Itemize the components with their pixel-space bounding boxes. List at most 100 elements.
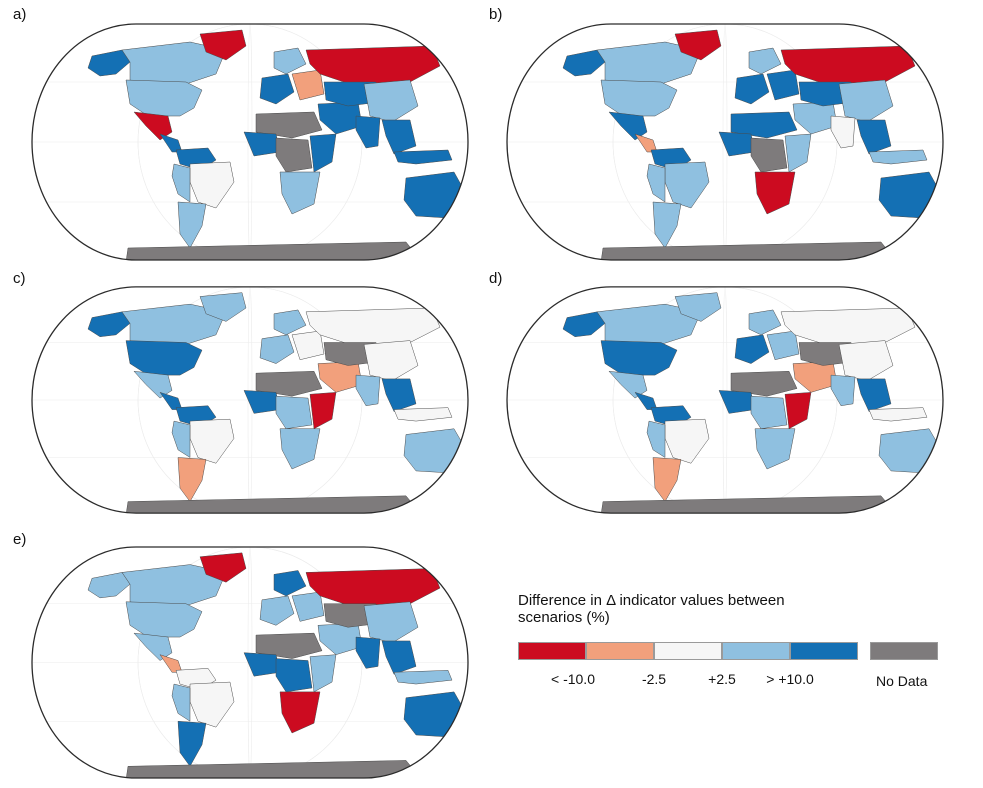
region-nafrica — [730, 371, 798, 397]
legend-nodata-label: No Data — [876, 673, 928, 689]
region-eeurope — [291, 591, 325, 622]
region-safrica — [279, 428, 321, 470]
legend-title: Difference in Δ indicator values between… — [518, 592, 858, 626]
legend-title-line-1: Difference in Δ indicator values between — [518, 592, 785, 609]
region-andes — [171, 420, 191, 458]
region-china — [838, 79, 894, 123]
region-eeurope — [766, 330, 800, 361]
region-usa — [600, 340, 678, 376]
region-weurope — [259, 334, 295, 364]
region-china — [838, 340, 894, 382]
world-map-a — [31, 23, 469, 261]
region-scand — [273, 570, 307, 597]
region-australia — [403, 171, 465, 219]
region-usa — [125, 79, 203, 117]
region-weurope — [734, 73, 770, 105]
region-australia — [878, 428, 940, 474]
region-andes — [171, 683, 191, 722]
region-india — [830, 374, 856, 407]
region-andes — [171, 163, 191, 203]
region-usa — [600, 79, 678, 117]
map-frame — [506, 23, 944, 261]
region-southcone — [177, 201, 207, 249]
panel-label-d: d) — [489, 270, 503, 287]
region-eafrica — [784, 392, 812, 430]
map-frame — [31, 286, 469, 514]
region-indonesia — [393, 407, 453, 422]
region-safrica — [754, 428, 796, 470]
region-andes — [646, 420, 666, 458]
legend-swatch-strong-increase — [790, 642, 858, 660]
world-map-b — [506, 23, 944, 261]
legend-tick-label-2: -2.5 — [641, 671, 667, 687]
region-australia — [403, 428, 465, 474]
region-india — [355, 374, 381, 407]
region-cafrica — [275, 395, 313, 430]
region-nafrica — [255, 371, 323, 397]
panel-label-b: b) — [489, 6, 503, 23]
region-eafrica — [309, 392, 337, 430]
region-china — [363, 340, 419, 382]
region-china — [363, 79, 419, 123]
region-weurope — [259, 595, 295, 626]
map-frame — [506, 286, 944, 514]
region-antarctica — [600, 495, 898, 514]
region-cafrica — [275, 137, 313, 173]
region-eeurope — [766, 69, 800, 101]
legend-swatch-strong-decrease — [518, 642, 586, 660]
region-australia — [403, 691, 465, 738]
map-frame — [31, 546, 469, 779]
region-greenland — [199, 29, 247, 61]
region-weurope — [259, 73, 295, 105]
region-safrica — [754, 171, 796, 215]
region-india — [830, 115, 856, 149]
region-india — [355, 115, 381, 149]
world-map-e — [31, 546, 469, 779]
legend-tick-label-4: > +10.0 — [766, 671, 814, 687]
region-indonesia — [868, 149, 928, 165]
region-nafrica — [255, 632, 323, 659]
region-antarctica — [125, 495, 423, 514]
region-andes — [646, 163, 666, 203]
region-scand — [273, 47, 307, 75]
region-southcone — [652, 457, 682, 503]
legend-swatch-decrease — [586, 642, 654, 660]
legend-tick-label-3: +2.5 — [708, 671, 736, 687]
region-antarctica — [125, 241, 423, 260]
region-cafrica — [275, 658, 313, 693]
region-weurope — [734, 334, 770, 364]
panel-label-c: c) — [13, 270, 26, 287]
region-cafrica — [750, 395, 788, 430]
region-antarctica — [600, 241, 898, 260]
panel-label-a: a) — [13, 6, 27, 23]
region-eeurope — [291, 330, 325, 361]
region-southcone — [177, 457, 207, 503]
region-seasia — [381, 378, 417, 412]
map-legend: Difference in Δ indicator values between… — [518, 592, 958, 702]
region-scand — [273, 309, 307, 336]
region-scand — [748, 47, 782, 75]
legend-swatch-increase — [722, 642, 790, 660]
panel-label-e: e) — [13, 531, 27, 548]
region-safrica — [279, 171, 321, 215]
region-scand — [748, 309, 782, 336]
region-usa — [125, 601, 203, 638]
region-indonesia — [393, 149, 453, 165]
region-seasia — [856, 378, 892, 412]
region-antarctica — [125, 760, 423, 779]
region-usa — [125, 340, 203, 376]
map-frame — [31, 23, 469, 261]
region-greenland — [674, 292, 722, 322]
region-eafrica — [784, 133, 812, 173]
legend-swatch-no-change — [654, 642, 722, 660]
region-southcone — [652, 201, 682, 249]
region-indonesia — [393, 670, 453, 685]
region-china — [363, 601, 419, 644]
region-cafrica — [750, 137, 788, 173]
region-seasia — [381, 119, 417, 155]
region-seasia — [381, 640, 417, 675]
region-eafrica — [309, 133, 337, 173]
world-map-c — [31, 286, 469, 514]
region-safrica — [279, 691, 321, 734]
region-india — [355, 636, 381, 669]
